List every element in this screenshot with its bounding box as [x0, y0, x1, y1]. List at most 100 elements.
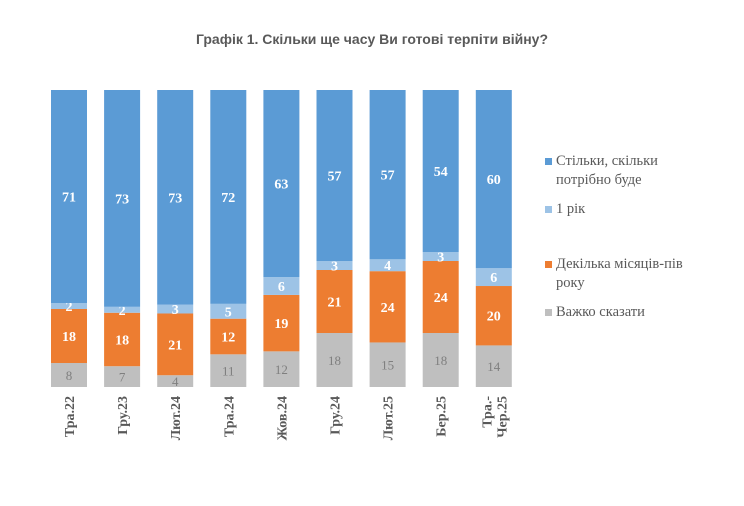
data-label: 60: [487, 173, 501, 188]
bar-group: 14 20 6 60: [475, 90, 512, 387]
bar-segment: [263, 294, 300, 352]
bar-segment: [157, 90, 194, 305]
data-label: 15: [381, 358, 394, 373]
bar-segment: [422, 261, 459, 333]
bar-segment: [51, 90, 87, 303]
bar-segment: [475, 268, 512, 287]
data-label: 12: [221, 331, 235, 346]
legend-label-line: 1 рік: [556, 201, 586, 217]
data-label: 18: [328, 353, 341, 368]
bar-segment: [422, 333, 459, 387]
bar-group: 15 24 4 57: [369, 90, 406, 387]
bar-segment: [422, 252, 459, 261]
bar-segment: [316, 261, 353, 270]
data-label: 4: [172, 374, 179, 389]
bar-segment: [263, 90, 300, 278]
legend-swatch-1-year: [545, 206, 552, 213]
x-tick-label-line: Лют.25: [382, 396, 397, 440]
x-tick-label: Жов.24: [275, 396, 290, 441]
data-label: 71: [62, 191, 76, 206]
bar-segment: [422, 90, 459, 252]
x-tick-label: Гру.24: [329, 396, 344, 435]
bar-segment: [210, 303, 247, 319]
data-label: 20: [487, 310, 501, 325]
bar-group: 8 18 2 71: [51, 90, 87, 387]
data-label: 21: [168, 338, 182, 353]
data-label: 2: [66, 300, 73, 315]
bar-segment: [263, 351, 300, 387]
data-label: 7: [119, 370, 126, 385]
legend-swatch-as-long-as-needed: [545, 158, 552, 165]
legend-swatch-few-months: [545, 261, 552, 268]
x-tick-label: Лют.25: [382, 396, 397, 440]
data-label: 6: [278, 280, 285, 295]
bar-segment: [104, 306, 141, 313]
data-label: 21: [328, 296, 342, 311]
bar-group: 18 21 3 57: [316, 90, 353, 387]
data-label: 11: [222, 364, 235, 379]
bar-segment: [475, 345, 512, 387]
bar-segment: [157, 375, 194, 387]
bar-segment: [475, 90, 512, 269]
data-label: 6: [490, 271, 497, 286]
data-label: 14: [487, 359, 501, 374]
data-label: 18: [434, 353, 447, 368]
data-label: 2: [119, 304, 126, 319]
x-tick-label-line: Лют.24: [169, 396, 184, 440]
data-label: 57: [381, 169, 395, 184]
bar-group: 11 12 5 72: [210, 90, 247, 387]
legend-item-few-months: Декілька місяців-пів року: [545, 255, 735, 293]
x-tick-label-line: Чер.25: [495, 396, 510, 438]
legend-item-hard-to-say: Важко сказати: [545, 303, 735, 322]
legend-label-line: потрібно буде: [556, 172, 642, 188]
legend-label-line: Важко сказати: [556, 304, 645, 320]
data-label: 3: [331, 260, 338, 275]
data-label: 18: [62, 330, 76, 345]
data-label: 19: [274, 317, 288, 332]
x-tick-label: Тра.24: [222, 396, 237, 437]
bar-segment: [157, 304, 194, 314]
bar-segment: [210, 90, 247, 304]
bar-segment: [104, 366, 141, 387]
legend: Стільки, скільки потрібно буде 1 рік Дек…: [545, 152, 735, 322]
bar-group: 4 21 3 73: [157, 90, 194, 389]
legend-label-line: Стільки, скільки: [556, 153, 658, 169]
chart-title: Графік 1. Скільки ще часу Ви готові терп…: [195, 31, 549, 47]
x-tick-label-line: Тра.24: [222, 396, 237, 437]
data-label: 24: [434, 291, 448, 306]
data-label: 3: [172, 303, 179, 318]
x-tick-label: Гру.23: [116, 396, 131, 435]
bar-segment: [369, 271, 406, 343]
x-tick-label: Бер.25: [435, 396, 450, 437]
bar-segment: [369, 259, 406, 272]
legend-item-1-year: 1 рік: [545, 200, 735, 219]
data-label: 5: [225, 305, 232, 320]
data-label: 3: [437, 251, 444, 266]
data-label: 57: [328, 170, 342, 185]
bar-segment: [51, 309, 87, 363]
bar-segment: [51, 303, 87, 309]
bar-segment: [316, 90, 353, 261]
data-label: 73: [168, 191, 182, 206]
bar-group: 7 18 2 73: [104, 90, 141, 387]
bar-segment: [369, 342, 406, 387]
bar-segment: [316, 270, 353, 333]
bar-segment: [210, 318, 247, 355]
x-tick-label-line: Гру.24: [329, 396, 344, 435]
x-tick-label: Тра.22: [63, 396, 78, 437]
bar-segment: [104, 312, 141, 367]
bar-segment: [316, 333, 353, 387]
data-label: 54: [434, 165, 448, 180]
x-tick-label-line: Жов.24: [275, 396, 290, 441]
x-tick-label: Лют.24: [169, 396, 184, 440]
bar-segment: [51, 363, 87, 387]
data-label: 73: [115, 192, 129, 207]
bar-segment: [157, 313, 194, 376]
x-tick-label-line: Гру.23: [116, 396, 131, 435]
data-label: 18: [115, 333, 129, 348]
x-tick-label: Тра.-Чер.25: [480, 396, 510, 438]
bar-group: 18 24 3 54: [422, 90, 459, 387]
bar-segment: [263, 277, 300, 295]
bar-segment: [475, 286, 512, 346]
